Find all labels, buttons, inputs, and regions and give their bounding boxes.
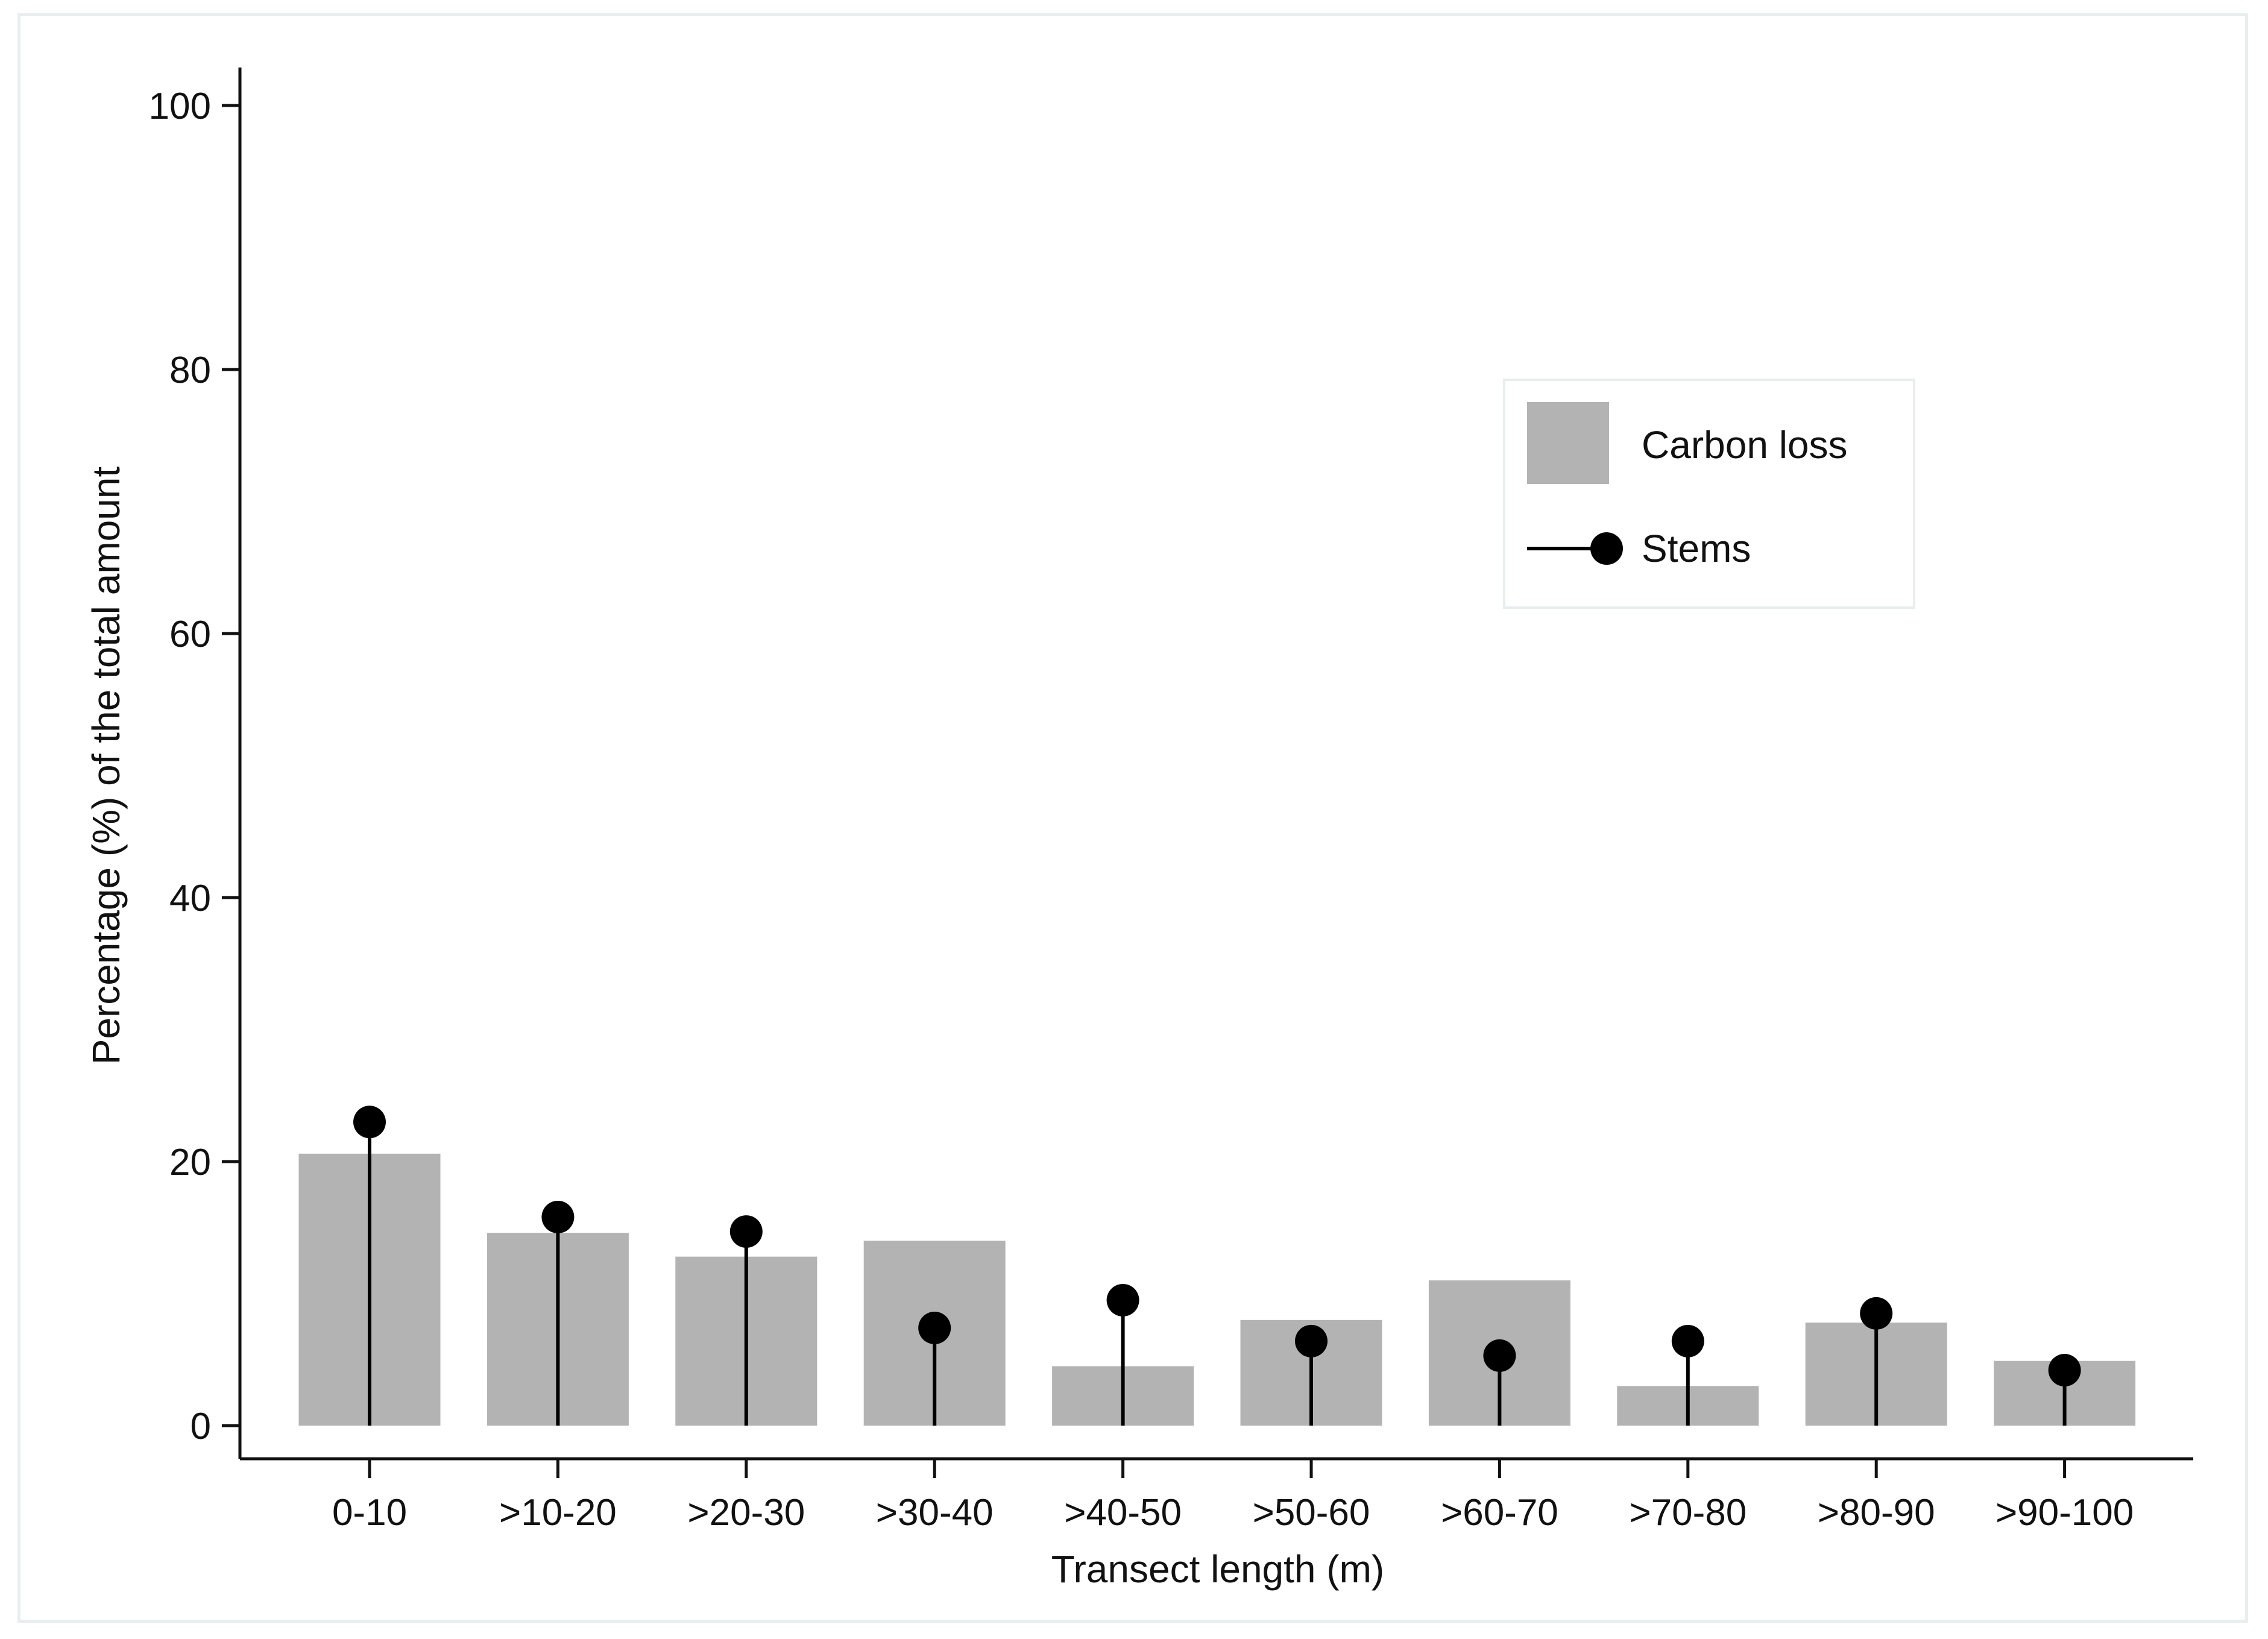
legend-carbon-loss-label: Carbon loss (1642, 423, 1848, 467)
y-tick-label: 0 (191, 1406, 211, 1447)
stems-series (353, 1106, 2081, 1426)
x-tick-label: >40-50 (1064, 1492, 1182, 1534)
x-tick-label: >70-80 (1629, 1492, 1747, 1534)
stems-point (729, 1215, 763, 1248)
x-tick-label: 0-10 (332, 1492, 407, 1534)
x-tick-label: >20-30 (687, 1492, 805, 1534)
carbon-loss-bars (298, 1153, 2136, 1426)
y-tick-label: 60 (169, 614, 211, 655)
x-ticks: 0-10 >10-20 >20-30 >30-40 >40-50 >50-60 >60-70… (332, 1459, 2134, 1534)
legend-stems-dot-swatch (1590, 532, 1623, 565)
y-tick-label: 100 (149, 86, 211, 127)
stems-point (918, 1311, 951, 1344)
stems-point (1295, 1324, 1328, 1357)
stems-point (541, 1200, 575, 1233)
y-tick-label: 40 (169, 878, 211, 919)
stems-point (1860, 1297, 1893, 1330)
stems-point (353, 1106, 386, 1139)
stems-point (1106, 1283, 1139, 1317)
x-tick-label: >30-40 (876, 1492, 994, 1534)
x-tick-label: >60-70 (1441, 1492, 1558, 1534)
y-tick-label: 20 (169, 1142, 211, 1183)
x-tick-label: >10-20 (499, 1492, 617, 1534)
axes (238, 68, 2193, 1461)
legend-stems-label: Stems (1642, 527, 1751, 570)
y-tick-label: 80 (169, 350, 211, 391)
x-axis-title: Transect length (m) (1051, 1547, 1384, 1591)
legend-carbon-loss-swatch (1527, 402, 1609, 484)
y-ticks: 0 20 40 60 80 100 (149, 86, 240, 1447)
y-axis-title: Percentage (%) of the total amount (84, 467, 128, 1065)
x-tick-label: >90-100 (1996, 1492, 2134, 1534)
stems-point (2048, 1354, 2081, 1387)
stems-point (1483, 1339, 1516, 1372)
x-tick-label: >50-60 (1253, 1492, 1370, 1534)
stems-point (1671, 1324, 1704, 1357)
legend: Carbon loss Stems (1503, 379, 1915, 609)
x-tick-label: >80-90 (1818, 1492, 1935, 1534)
